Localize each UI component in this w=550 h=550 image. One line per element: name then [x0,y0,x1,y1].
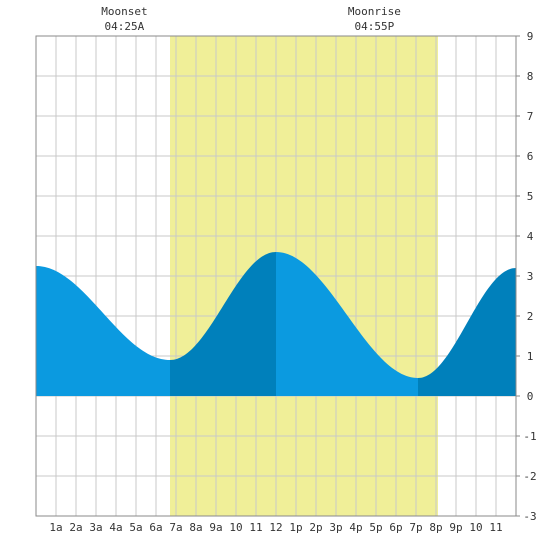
y-tick-label: -2 [523,470,536,483]
y-tick-label: 8 [527,70,534,83]
tide-segment-dark [170,252,276,396]
y-tick-label: 3 [527,270,534,283]
y-tick-label: 0 [527,390,534,403]
x-tick-label: 10 [229,521,242,534]
x-tick-label: 4p [349,521,362,534]
x-tick-label: 1p [289,521,302,534]
y-tick-label: 1 [527,350,534,363]
x-tick-label: 8p [429,521,442,534]
event-time: 04:25A [105,20,145,33]
x-tick-label: 7p [409,521,422,534]
x-tick-label: 5p [369,521,382,534]
x-tick-label: 3p [329,521,342,534]
y-tick-label: 6 [527,150,534,163]
x-tick-label: 6p [389,521,402,534]
tide-segment-dark [418,268,516,396]
y-tick-label: 4 [527,230,534,243]
y-tick-label: 9 [527,30,534,43]
x-tick-label: 11 [489,521,502,534]
x-tick-label: 8a [189,521,202,534]
y-tick-label: 2 [527,310,534,323]
y-tick-label: -1 [523,430,536,443]
x-tick-label: 1a [49,521,62,534]
x-tick-label: 11 [249,521,262,534]
x-tick-label: 3a [89,521,102,534]
x-tick-label: 6a [149,521,162,534]
event-time: 04:55P [355,20,395,33]
tide-segment-light [276,252,418,396]
x-tick-label: 9a [209,521,222,534]
y-tick-label: -3 [523,510,536,523]
x-tick-label: 12 [269,521,282,534]
x-tick-label: 10 [469,521,482,534]
x-tick-label: 5a [129,521,142,534]
y-tick-label: 5 [527,190,534,203]
event-label: Moonset [101,5,147,18]
x-axis-labels: 1a 2a 3a 4a 5a 6a 7a 8a 9a 10 11 12 1p 2p 3p 4p 5p 6p 7p 8p… [49,521,502,534]
x-tick-label: 2p [309,521,322,534]
moon-events: Moonset 04:25A Moonrise 04:55P [101,5,401,33]
event-label: Moonrise [348,5,401,18]
x-tick-label: 9p [449,521,462,534]
x-tick-label: 2a [69,521,82,534]
tide-area [36,252,516,396]
y-tick-label: 7 [527,110,534,123]
y-axis-labels: -3 -2 -1 0 1 2 3 4 5 6 7 8 9 [516,30,537,523]
tide-segment-light [36,266,170,396]
x-tick-label: 7a [169,521,182,534]
x-tick-label: 4a [109,521,122,534]
